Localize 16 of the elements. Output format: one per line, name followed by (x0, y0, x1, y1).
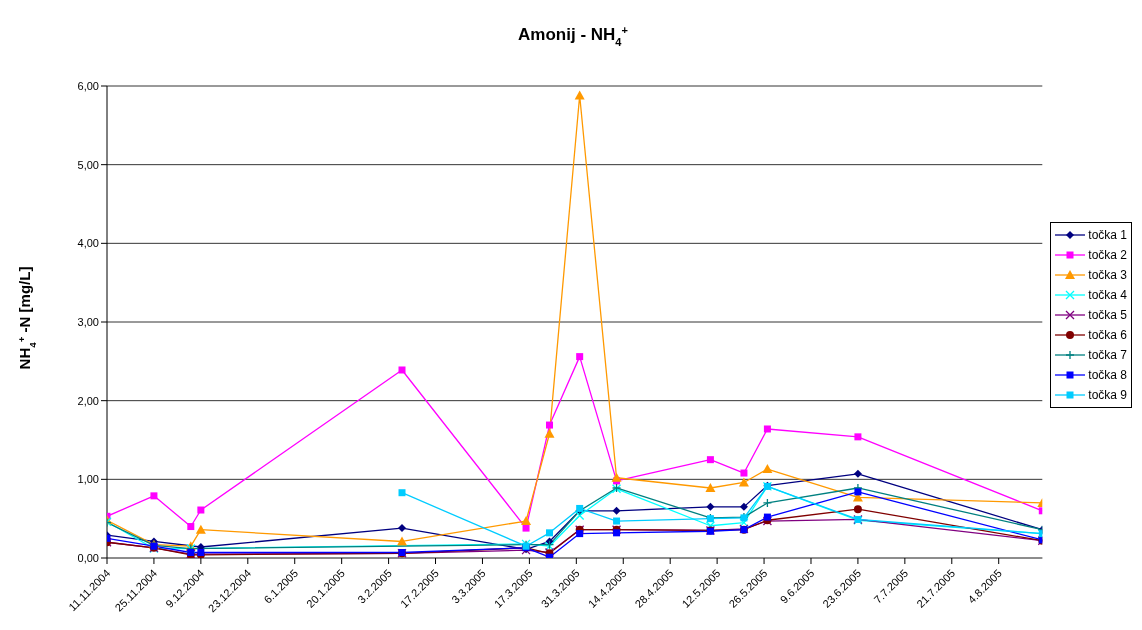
legend-label: točka 4 (1088, 288, 1127, 302)
y-tick-label: 3,00 (77, 315, 99, 328)
y-tick-label: 6,00 (77, 79, 99, 92)
legend-label: točka 7 (1088, 348, 1127, 362)
y-tick-label: 2,00 (77, 394, 99, 407)
y-tick-label: 1,00 (77, 473, 99, 486)
legend-label: točka 3 (1088, 268, 1127, 282)
legend-label: točka 5 (1088, 308, 1127, 322)
y-tick-label: 4,00 (77, 237, 99, 250)
legend-label: točka 2 (1088, 248, 1127, 262)
legend-label: točka 8 (1088, 368, 1127, 382)
legend-label: točka 1 (1088, 228, 1127, 242)
y-tick-label: 0,00 (77, 551, 99, 564)
legend-label: točka 9 (1088, 388, 1127, 402)
y-tick-label: 5,00 (77, 158, 99, 171)
legend-label: točka 6 (1088, 328, 1127, 342)
